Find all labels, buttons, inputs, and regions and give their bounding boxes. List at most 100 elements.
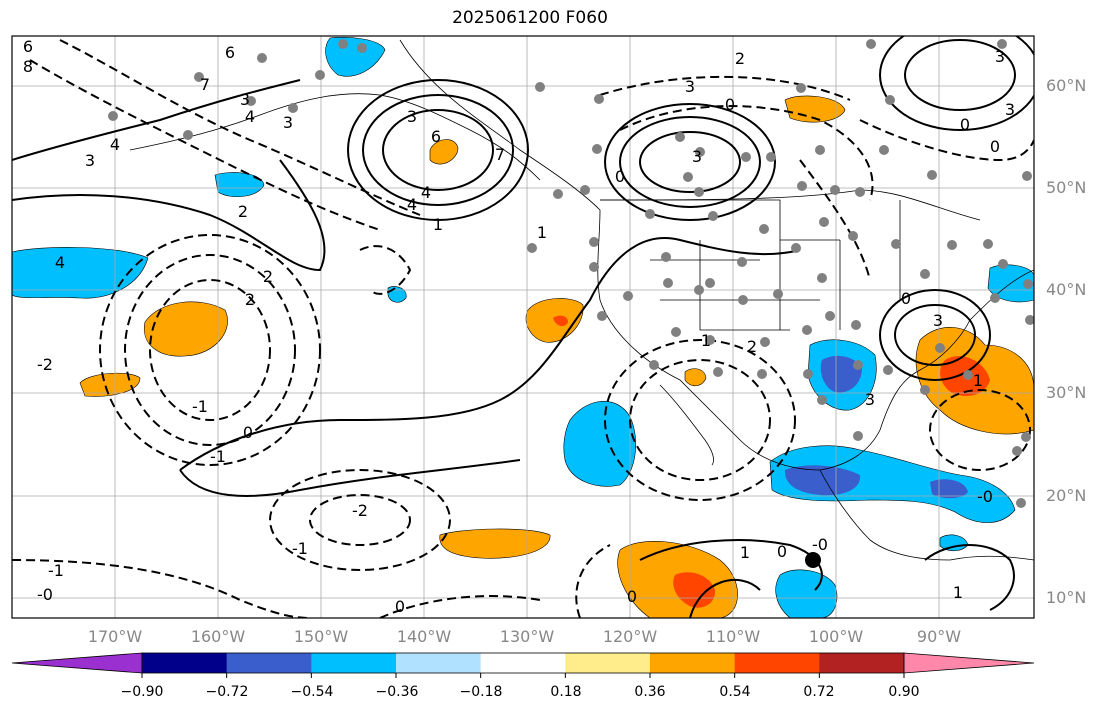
positive-anomaly-area: [79, 372, 141, 397]
lon-tick-label: 130°W: [499, 627, 555, 646]
contour-label: 1: [537, 223, 547, 242]
contour-label: 1: [973, 371, 983, 390]
colorbar: [11, 652, 1035, 678]
canada-border: [599, 189, 981, 221]
contour-label: 3: [692, 147, 702, 166]
negative-anomaly-area: [214, 172, 265, 198]
contour-label: 4: [110, 135, 120, 154]
lat-tick-label: 40°N: [1046, 280, 1087, 299]
contour-label: 0: [777, 542, 787, 561]
contour-label: 6: [225, 43, 235, 62]
contour-label: -0: [977, 487, 993, 506]
contour-label: 0: [243, 423, 253, 442]
contour-label: 0: [627, 587, 637, 606]
colorbar-segment: [396, 653, 482, 673]
contour-label: 1: [433, 215, 443, 234]
map-panel: 6 8 6 7 3 4 3 4 3 6 4 1 3 7 4 3 0 0 3 2 …: [11, 35, 1035, 619]
storm-center-marker: [805, 552, 821, 568]
colorbar-extend-low: [11, 652, 143, 674]
colorbar-segment: [311, 653, 397, 673]
contour-label: 3: [995, 47, 1005, 66]
contour-label: 2: [238, 202, 248, 221]
contour-label: 3: [933, 311, 943, 330]
contour-label: 3: [240, 90, 250, 109]
lon-tick-label: 170°W: [87, 627, 143, 646]
graticule: [12, 36, 1034, 618]
contour-label: 3: [407, 107, 417, 126]
negative-anomaly-area: [769, 445, 1016, 523]
colorbar-tick-label: −0.90: [120, 684, 164, 700]
contour-label: 4: [245, 107, 255, 126]
colorbar-segment: [226, 653, 312, 673]
contour-label: 0: [395, 597, 405, 616]
lon-tick-label: 160°W: [190, 627, 246, 646]
contour-label: 0: [990, 137, 1000, 156]
contour-label: -2: [352, 501, 368, 520]
contour-label: 0: [725, 95, 735, 114]
contour-label: 3: [283, 113, 293, 132]
contour-label: 2: [747, 337, 757, 356]
contour-label: 3: [865, 390, 875, 409]
strong-positive-area: [553, 315, 568, 327]
lon-tick-label: 90°W: [916, 627, 962, 646]
colorbar-tick-label: −0.72: [205, 684, 249, 700]
positive-anomaly-area: [143, 301, 228, 357]
lat-tick-label: 10°N: [1046, 588, 1087, 607]
colorbar-tick-label: −0.18: [459, 684, 503, 700]
contour-label-group: 6 8 6 7 3 4 3 4 3 6 4 1 3 7 4 3 0 0 3 2 …: [23, 37, 1015, 616]
lat-tick-label: 20°N: [1046, 486, 1087, 505]
contours-solid: [12, 36, 1034, 618]
contour-label: -1: [48, 561, 64, 580]
strong-negative-area: [820, 355, 862, 393]
colorbar-segment: [565, 653, 651, 673]
positive-anomaly-area: [439, 528, 551, 559]
colorbar-tick-label: 0.54: [719, 684, 751, 700]
positive-anomaly-area: [684, 368, 707, 387]
contour-label: 0: [615, 167, 625, 186]
alaska-coast: [129, 93, 541, 181]
coastlines: [129, 39, 1034, 561]
colorbar-segment: [819, 653, 905, 673]
contour-label: -2: [37, 355, 53, 374]
contour-label: 3: [85, 151, 95, 170]
contour-label: 1: [740, 543, 750, 562]
lon-tick-label: 140°W: [396, 627, 452, 646]
lat-tick-label: 50°N: [1046, 178, 1087, 197]
contour-label: 2: [245, 290, 255, 309]
gulf-coast: [819, 469, 1034, 561]
colorbar-segment: [480, 653, 566, 673]
lat-tick-label: 30°N: [1046, 383, 1087, 402]
contour-label: 7: [495, 145, 505, 164]
colorbar-tick-label: 0.18: [550, 684, 582, 700]
lon-tick-label: 110°W: [705, 627, 761, 646]
lon-tick-label: 150°W: [293, 627, 349, 646]
contour-label: 1: [701, 331, 711, 350]
contour-label: 6: [23, 37, 33, 56]
contour-label: -0: [812, 535, 828, 554]
colorbar-extend-high: [903, 652, 1035, 674]
contour-label: 2: [263, 267, 273, 286]
anomaly-shading: [12, 37, 1034, 618]
contour-label: 8: [23, 57, 33, 76]
contour-label: 3: [685, 77, 695, 96]
contour-label: 6: [431, 127, 441, 146]
north-america-coast: [399, 39, 1034, 471]
strong-negative-area: [784, 465, 861, 496]
station-markers: [108, 39, 1034, 508]
lon-tick-label: 120°W: [602, 627, 658, 646]
contour-label: 0: [901, 289, 911, 308]
contour-label: 0: [960, 115, 970, 134]
colorbar-segment: [650, 653, 736, 673]
baja-coast: [659, 384, 714, 466]
colorbar-segment: [734, 653, 820, 673]
colorbar-tick-label: 0.36: [634, 684, 666, 700]
contour-label: -1: [292, 539, 308, 558]
contour-label: 2: [735, 49, 745, 68]
colorbar-tick-label: 0.90: [888, 684, 920, 700]
contour-label: 4: [55, 253, 65, 272]
lon-tick-label: 100°W: [808, 627, 864, 646]
strong-positive-area: [673, 572, 716, 608]
positive-anomaly-area: [784, 95, 846, 123]
negative-anomaly-area: [12, 247, 149, 299]
contour-label: 4: [421, 183, 431, 202]
